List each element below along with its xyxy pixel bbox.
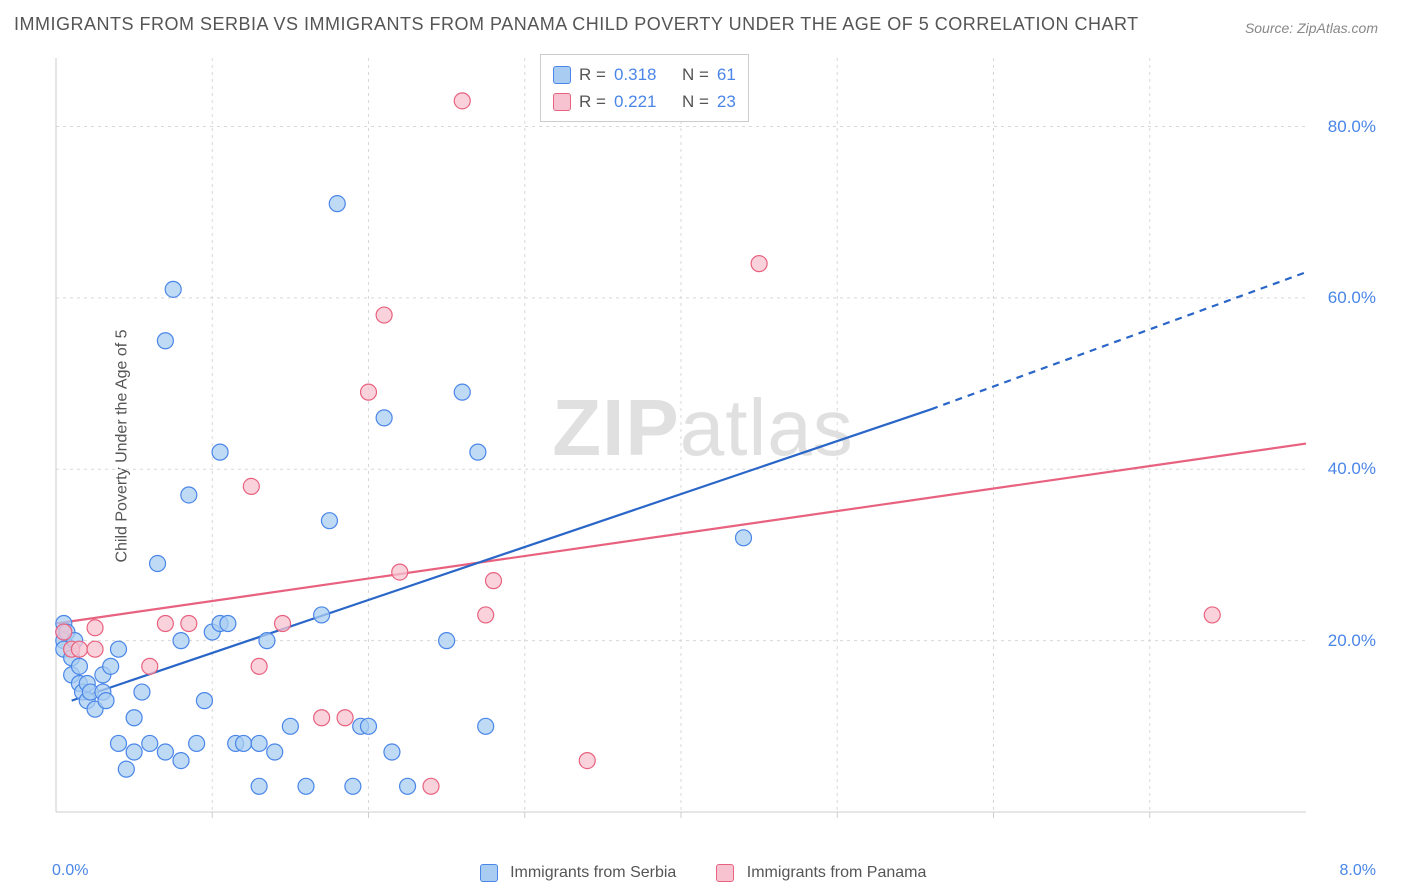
legend-swatch-serbia xyxy=(553,66,571,84)
legend-label-serbia: Immigrants from Serbia xyxy=(510,864,676,881)
y-tick-label: 40.0% xyxy=(1328,459,1376,479)
legend-swatch-icon xyxy=(716,864,734,882)
legend-item-panama: Immigrants from Panama xyxy=(716,864,926,882)
n-label: N = xyxy=(682,88,709,115)
scatter-svg xyxy=(48,50,1378,830)
stats-row: R = 0.221 N = 23 xyxy=(553,88,736,115)
legend-swatch-panama xyxy=(553,93,571,111)
bottom-legend: Immigrants from Serbia Immigrants from P… xyxy=(0,864,1406,882)
stats-legend: R = 0.318 N = 61 R = 0.221 N = 23 xyxy=(540,54,749,122)
r-value-panama: 0.221 xyxy=(614,88,657,115)
r-label: R = xyxy=(579,88,606,115)
r-value-serbia: 0.318 xyxy=(614,61,657,88)
n-value-serbia: 61 xyxy=(717,61,736,88)
plot-area xyxy=(48,50,1378,830)
y-tick-label: 80.0% xyxy=(1328,117,1376,137)
legend-label-panama: Immigrants from Panama xyxy=(747,864,927,881)
n-value-panama: 23 xyxy=(717,88,736,115)
y-tick-label: 60.0% xyxy=(1328,288,1376,308)
stats-row: R = 0.318 N = 61 xyxy=(553,61,736,88)
r-label: R = xyxy=(579,61,606,88)
legend-item-serbia: Immigrants from Serbia xyxy=(480,864,677,882)
source-label: Source: ZipAtlas.com xyxy=(1245,20,1378,36)
chart-title: IMMIGRANTS FROM SERBIA VS IMMIGRANTS FRO… xyxy=(14,14,1139,35)
legend-swatch-icon xyxy=(480,864,498,882)
y-tick-label: 20.0% xyxy=(1328,631,1376,651)
n-label: N = xyxy=(682,61,709,88)
chart-container: IMMIGRANTS FROM SERBIA VS IMMIGRANTS FRO… xyxy=(0,0,1406,892)
